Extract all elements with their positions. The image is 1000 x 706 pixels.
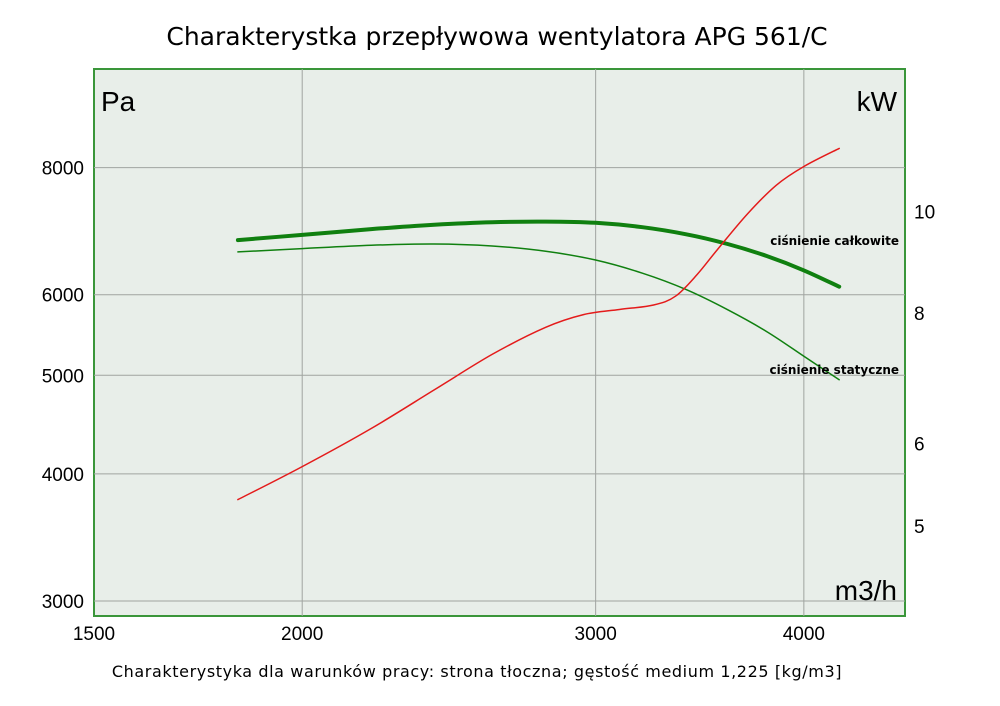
total-pressure-curve (235, 219, 842, 289)
x-tick-label-1500: 1500 (73, 624, 115, 645)
y-right-tick-label-5: 5 (914, 517, 925, 538)
gridlines (94, 69, 905, 616)
chart-caption: Charakterystyka dla warunków pracy: stro… (112, 662, 842, 681)
chart-title: Charakterystka przepływowa wentylatora A… (166, 22, 827, 51)
y-right-tick-label-8: 8 (914, 304, 925, 325)
tick-labels: 1500 2000 3000 4000 3000 4000 5000 6000 8000 5 6 8 1… (42, 159, 935, 645)
label-static-pressure: ciśnienie statyczne (770, 363, 899, 377)
y-left-unit-label: Pa (101, 86, 136, 117)
x-tick-label-4000: 4000 (783, 624, 825, 645)
y-left-tick-label-3000: 3000 (42, 592, 84, 613)
x-tick-label-2000: 2000 (281, 624, 323, 645)
y-left-tick-label-8000: 8000 (42, 159, 84, 180)
label-total-pressure: ciśnienie całkowite (770, 234, 899, 248)
y-left-tick-label-6000: 6000 (42, 286, 84, 307)
y-right-tick-label-10: 10 (914, 203, 935, 224)
static-pressure-curve (237, 243, 840, 381)
series-layer (235, 147, 842, 501)
y-right-tick-label-6: 6 (914, 434, 925, 455)
y-left-tick-label-4000: 4000 (42, 465, 84, 486)
plot-area (93, 68, 906, 617)
y-right-unit-label: kW (857, 86, 898, 117)
x-axis-unit-label: m3/h (835, 575, 897, 606)
x-tick-label-3000: 3000 (575, 624, 617, 645)
power-curve (237, 147, 840, 501)
y-left-tick-label-5000: 5000 (42, 366, 84, 387)
